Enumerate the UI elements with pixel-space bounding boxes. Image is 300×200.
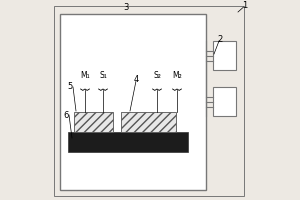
Bar	[74, 112, 113, 132]
Text: M₂: M₂	[172, 71, 182, 80]
Text: 2: 2	[218, 36, 223, 45]
Text: S₂: S₂	[153, 71, 161, 80]
Text: M₁: M₁	[80, 71, 90, 80]
Bar	[60, 14, 206, 190]
Bar	[68, 132, 188, 152]
Text: 1: 1	[242, 1, 247, 10]
Bar	[121, 112, 176, 132]
Text: 5: 5	[68, 82, 73, 90]
Text: 4: 4	[134, 75, 139, 84]
Bar	[213, 41, 236, 70]
Bar	[213, 87, 236, 116]
Text: S₁: S₁	[99, 71, 107, 80]
Text: 3: 3	[123, 3, 129, 12]
Text: 6: 6	[63, 112, 69, 120]
